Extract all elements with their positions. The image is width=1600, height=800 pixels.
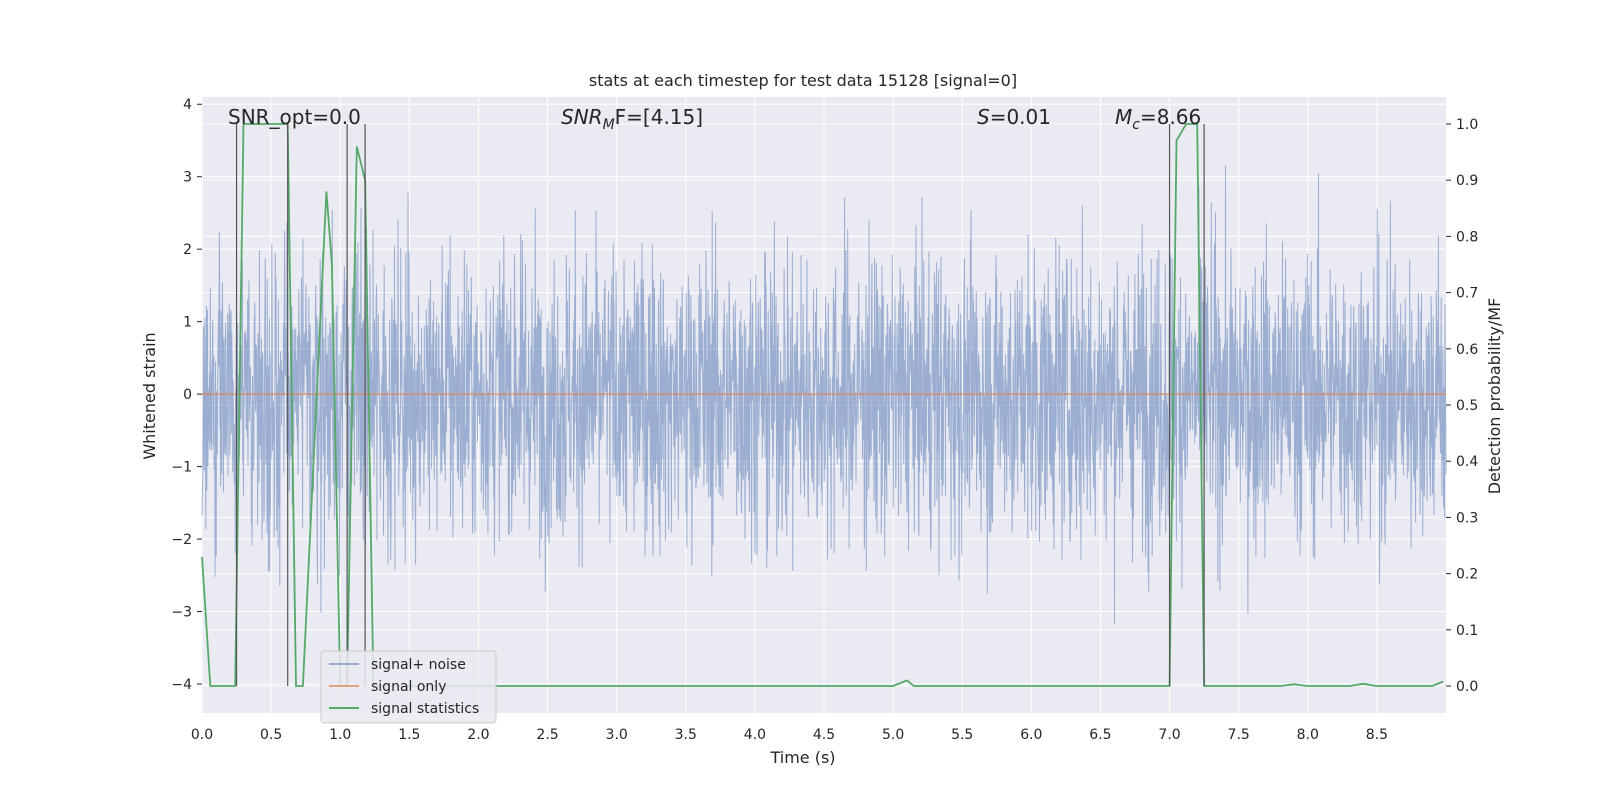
y-tick-label: 3 xyxy=(183,170,192,186)
annotation-mc: Mc=8.66 xyxy=(1115,105,1201,133)
y-tick-label: −3 xyxy=(171,605,192,621)
series-signal-statistics xyxy=(201,123,1444,687)
x-tick-label: 3.0 xyxy=(606,727,628,743)
x-axis-label: Time (s) xyxy=(769,748,835,767)
x-tick-label: 6.5 xyxy=(1089,727,1111,743)
y-tick-label: 0 xyxy=(183,387,192,403)
x-tick-label: 2.5 xyxy=(536,727,558,743)
x-tick-label: 7.5 xyxy=(1228,727,1250,743)
legend-label-signal-statistics: signal statistics xyxy=(371,701,479,717)
y-right-axis-ticks: 1.0 0.9 0.8 0.7 0.6 0.5 0.4 0.3 0.2 0.1 0.0 xyxy=(1446,117,1478,695)
legend-label-signal-noise: signal+ noise xyxy=(371,657,466,673)
y-tick-label: −1 xyxy=(171,460,192,476)
x-tick-label: 0.0 xyxy=(191,727,213,743)
y-right-tick-label: 1.0 xyxy=(1456,117,1478,133)
annotation-s: S=0.01 xyxy=(977,105,1051,129)
x-tick-label: 6.0 xyxy=(1020,727,1042,743)
y-right-tick-label: 0.0 xyxy=(1456,679,1478,695)
series-signal-noise xyxy=(201,165,1447,624)
y-right-axis-label: Detection probability/MF xyxy=(1485,298,1504,495)
y-tick-label: −4 xyxy=(171,677,192,693)
y-right-tick-label: 0.8 xyxy=(1456,229,1478,245)
x-tick-label: 4.0 xyxy=(744,727,766,743)
x-tick-label: 8.5 xyxy=(1366,727,1388,743)
y-tick-label: 2 xyxy=(183,242,192,258)
x-tick-label: 4.5 xyxy=(813,727,835,743)
annotation-snr-mf: SNRMF=[4.15] xyxy=(561,105,703,133)
signal-statistics-line xyxy=(201,123,1444,687)
x-tick-label: 5.5 xyxy=(951,727,973,743)
y-right-tick-label: 0.7 xyxy=(1456,286,1478,302)
y-tick-label: 4 xyxy=(183,97,192,113)
x-tick-label: 3.5 xyxy=(675,727,697,743)
y-axis-ticks: 4 3 2 1 0 −1 −2 −3 −4 xyxy=(171,97,202,693)
x-tick-label: 2.0 xyxy=(467,727,489,743)
y-right-tick-label: 0.2 xyxy=(1456,567,1478,583)
y-axis-label: Whitened strain xyxy=(140,332,159,459)
vertical-markers xyxy=(235,123,1205,687)
legend: signal+ noise signal only signal statist… xyxy=(320,650,497,724)
noise-line xyxy=(201,165,1447,624)
y-tick-label: 1 xyxy=(183,315,192,331)
y-right-tick-label: 0.1 xyxy=(1456,623,1478,639)
y-right-tick-label: 0.4 xyxy=(1456,454,1478,470)
y-tick-label: −2 xyxy=(171,532,192,548)
annotation-snr-opt: SNR_opt=0.0 xyxy=(228,105,361,129)
chart-title: stats at each timestep for test data 151… xyxy=(589,71,1017,90)
y-right-tick-label: 0.3 xyxy=(1456,510,1478,526)
x-axis-ticks: 0.0 0.5 1.0 1.5 2.0 2.5 3.0 3.5 4.0 4.5 5.0 5.5 6.0 6… xyxy=(191,727,1388,743)
y-right-tick-label: 0.9 xyxy=(1456,173,1478,189)
x-tick-label: 5.0 xyxy=(882,727,904,743)
y-right-tick-label: 0.6 xyxy=(1456,342,1478,358)
x-tick-label: 7.0 xyxy=(1158,727,1180,743)
x-tick-label: 1.5 xyxy=(398,727,420,743)
x-tick-label: 0.5 xyxy=(260,727,282,743)
legend-label-signal-only: signal only xyxy=(371,679,446,695)
y-right-tick-label: 0.5 xyxy=(1456,398,1478,414)
x-tick-label: 1.0 xyxy=(329,727,351,743)
x-tick-label: 8.0 xyxy=(1297,727,1319,743)
